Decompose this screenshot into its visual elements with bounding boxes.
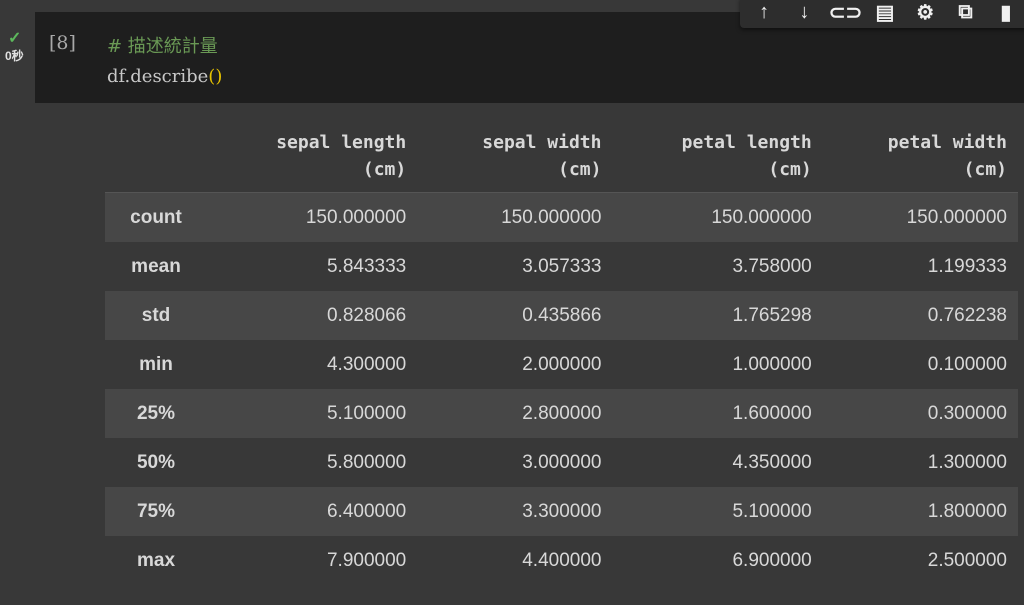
gear-button[interactable]: ⚙ [909, 0, 941, 25]
table-row: mean 5.843333 3.057333 3.758000 1.199333 [105, 242, 1018, 291]
row-index: 25% [105, 389, 207, 438]
table-cell: 2.800000 [417, 389, 613, 438]
table-row: 25% 5.100000 2.800000 1.600000 0.300000 [105, 389, 1018, 438]
table-row: std 0.828066 0.435866 1.765298 0.762238 [105, 291, 1018, 340]
comment-icon: ▤ [875, 1, 895, 24]
table-cell: 6.400000 [207, 487, 418, 536]
table-cell: 1.765298 [612, 291, 823, 340]
execution-count: [8] [49, 32, 76, 54]
table-row: max 7.900000 4.400000 6.900000 2.500000 [105, 536, 1018, 585]
table-cell: 0.300000 [822, 389, 1018, 438]
code-editor[interactable]: # 描述統計量 df.describe() [107, 32, 222, 92]
table-cell: 5.100000 [612, 487, 823, 536]
arrow-down-icon: ↓ [799, 0, 810, 23]
row-index: 50% [136, 451, 176, 473]
table-cell: 1.600000 [612, 389, 823, 438]
table-cell: 150.000000 [822, 192, 1018, 242]
row-index: count [105, 192, 207, 242]
table-cell: 5.843333 [326, 255, 407, 277]
table-cell: 1.800000 [822, 487, 1018, 536]
mirror-cell-button[interactable]: ⧉ [950, 1, 982, 24]
table-row: min 4.300000 2.000000 1.000000 0.100000 [105, 340, 1018, 389]
gear-icon: ⚙ [916, 1, 935, 24]
mirror-cell-icon: ⧉ [958, 0, 973, 23]
table-cell: 0.828066 [207, 291, 418, 340]
check-icon: ✓ [8, 30, 22, 47]
table-cell: 3.300000 [417, 487, 613, 536]
table-cell: 3.758000 [732, 255, 812, 277]
column-header: sepal width (cm) [417, 120, 613, 193]
column-header: petal length (cm) [612, 120, 823, 193]
cell-toolbar: ↑ ↓ ⊂⊃ ▤ ⚙ ⧉ ▮ [740, 0, 1024, 28]
table-row: count 150.000000 150.000000 150.000000 150.0… [105, 192, 1018, 242]
table-cell: 5.800000 [326, 451, 407, 473]
column-header: sepal length (cm) [207, 120, 418, 193]
table-cell: 0.435866 [417, 291, 613, 340]
table-cell: 3.057333 [522, 255, 602, 277]
arrow-up-button[interactable]: ↑ [748, 1, 780, 24]
row-index: 75% [105, 487, 207, 536]
code-parens: () [208, 66, 223, 87]
code-line: df.describe() [107, 62, 222, 92]
table-cell: 4.400000 [522, 549, 602, 571]
row-index: std [105, 291, 207, 340]
table-cell: 6.900000 [732, 549, 812, 571]
comment-button[interactable]: ▤ [869, 0, 901, 25]
table-cell: 150.000000 [207, 192, 418, 242]
table-cell: 2.000000 [522, 353, 602, 375]
table-cell: 4.350000 [732, 451, 812, 473]
cell-gutter: ✓ 0秒 [0, 0, 35, 605]
code-comment: # 描述統計量 [107, 36, 218, 57]
table-cell: 1.300000 [927, 451, 1007, 473]
code-text: df.describe [107, 66, 209, 87]
row-index: min [139, 353, 173, 375]
table-cell: 0.762238 [822, 291, 1018, 340]
execution-time: 0秒 [5, 49, 24, 63]
row-index: max [136, 549, 176, 571]
column-header: petal width (cm) [822, 120, 1018, 193]
table-cell: 5.100000 [207, 389, 418, 438]
index-header [105, 120, 207, 193]
table-cell: 1.000000 [732, 353, 812, 375]
table-row: 75% 6.400000 3.300000 5.100000 1.800000 [105, 487, 1018, 536]
table-cell: 150.000000 [612, 192, 823, 242]
table-cell: 4.300000 [326, 353, 407, 375]
trash-button[interactable]: ▮ [990, 0, 1022, 25]
table-cell: 150.000000 [417, 192, 613, 242]
arrow-up-icon: ↑ [759, 0, 770, 23]
table-cell: 7.900000 [326, 549, 407, 571]
describe-table: sepal length (cm) sepal width (cm) petal l… [105, 120, 1018, 585]
arrow-down-button[interactable]: ↓ [788, 1, 820, 24]
table-cell: 1.199333 [927, 255, 1007, 277]
link-icon: ⊂⊃ [828, 1, 863, 24]
trash-icon: ▮ [1000, 1, 1012, 24]
table-cell: 3.000000 [522, 451, 602, 473]
table-row: 50% 5.800000 3.000000 4.350000 1.300000 [105, 438, 1018, 487]
table-cell: 0.100000 [927, 353, 1007, 375]
link-button[interactable]: ⊂⊃ [828, 0, 863, 25]
row-index: mean [131, 255, 181, 277]
table-cell: 2.500000 [927, 549, 1007, 571]
